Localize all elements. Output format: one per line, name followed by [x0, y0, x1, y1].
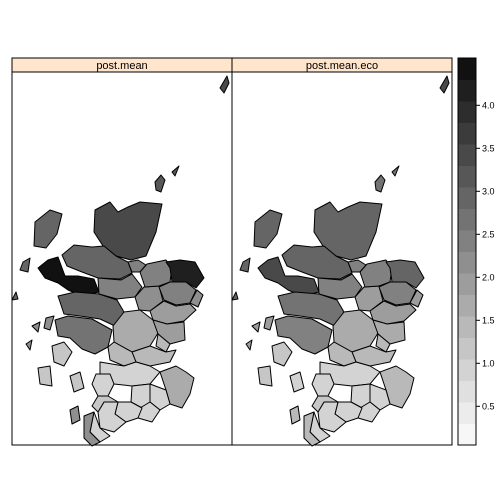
colorkey-tick-label: 3.0 — [482, 186, 495, 196]
region-western-isles — [253, 209, 283, 249]
colorkey-tick-label: 0.5 — [482, 401, 495, 411]
region-banff-and-buchan — [165, 259, 205, 289]
region-western-isles — [33, 209, 63, 249]
colorkey-level — [458, 251, 476, 274]
region-western-isles — [19, 257, 31, 273]
colorkey-level — [458, 144, 476, 166]
region-orkney — [374, 174, 386, 193]
region-cumnock-and-doon-valley — [311, 395, 339, 413]
region-skye-and-lochalsh — [257, 256, 320, 297]
panel-post-mean-eco: post.mean.eco — [231, 57, 453, 447]
strip-bg — [231, 57, 453, 73]
colorkey-tick-label: 1.5 — [482, 315, 495, 325]
map-post-mean — [11, 75, 230, 447]
region-islay-and-jura — [271, 341, 293, 367]
colorkey: 0.5 1.0 1.5 2.0 2.5 3.0 3.5 4.0 — [457, 57, 495, 446]
colorkey-level — [458, 208, 476, 231]
region-shetland — [439, 75, 450, 94]
colorkey-tick-label: 2.0 — [482, 272, 495, 282]
region-small-isles — [31, 321, 41, 333]
region-wigtown — [83, 411, 101, 447]
region-aberdeen — [409, 289, 424, 308]
region-western-isles — [239, 257, 251, 273]
region-shetland — [219, 75, 230, 94]
region-argyll-and-bute — [54, 315, 113, 355]
region-small-isles — [263, 315, 275, 331]
region-gordon — [158, 281, 197, 306]
region-small-isles — [43, 315, 55, 331]
colorkey-level — [458, 294, 476, 317]
colorkey-level — [458, 79, 476, 102]
strip-label: post.mean.eco — [306, 60, 378, 72]
colorkey-level — [458, 165, 476, 188]
colorkey-tick-label: 2.5 — [482, 229, 495, 239]
colorkey-level — [458, 423, 476, 446]
region-islay-and-jura — [51, 341, 73, 367]
region-small-isles — [245, 339, 253, 351]
region-wigtown — [289, 405, 301, 425]
colorkey-level — [458, 122, 476, 145]
region-banff-and-buchan — [385, 259, 425, 289]
region-cumnock-and-doon-valley — [91, 395, 119, 413]
region-aberdeen — [189, 289, 204, 308]
colorkey-level — [458, 273, 476, 295]
map-post-mean-eco — [231, 75, 450, 447]
colorkey-tick-label: 4.0 — [482, 100, 495, 110]
region-orkney — [154, 174, 166, 193]
region-western-isles — [231, 291, 239, 301]
strip-label: post.mean — [96, 60, 147, 72]
region-skye-and-lochalsh — [37, 256, 100, 297]
region-gordon — [378, 281, 417, 306]
region-wigtown — [69, 405, 81, 425]
colorkey-level — [458, 316, 476, 338]
colorkey-level — [458, 101, 476, 123]
colorkey-level — [458, 230, 476, 252]
region-islay-and-jura — [37, 365, 53, 387]
region-orkney — [391, 165, 400, 177]
colorkey-tick-label: 1.0 — [482, 358, 495, 368]
region-arran — [69, 371, 85, 393]
colorkey-level — [458, 187, 476, 209]
region-argyll-and-bute — [274, 315, 333, 355]
colorkey-level — [458, 58, 476, 80]
colorkey-level — [458, 359, 476, 381]
panel-post-mean: post.mean — [11, 57, 233, 447]
region-nithsdale — [97, 401, 127, 433]
region-orkney — [171, 165, 180, 177]
region-arran — [289, 371, 305, 393]
region-islay-and-jura — [257, 365, 273, 387]
colorkey-level — [458, 380, 476, 403]
region-wigtown — [303, 411, 321, 447]
colorkey-level — [458, 337, 476, 360]
region-small-isles — [251, 321, 261, 333]
region-western-isles — [11, 291, 19, 301]
region-small-isles — [25, 339, 33, 351]
region-nithsdale — [317, 401, 347, 433]
colorkey-frame — [457, 57, 477, 446]
colorkey-tick-label: 3.5 — [482, 143, 495, 153]
colorkey-level — [458, 402, 476, 424]
